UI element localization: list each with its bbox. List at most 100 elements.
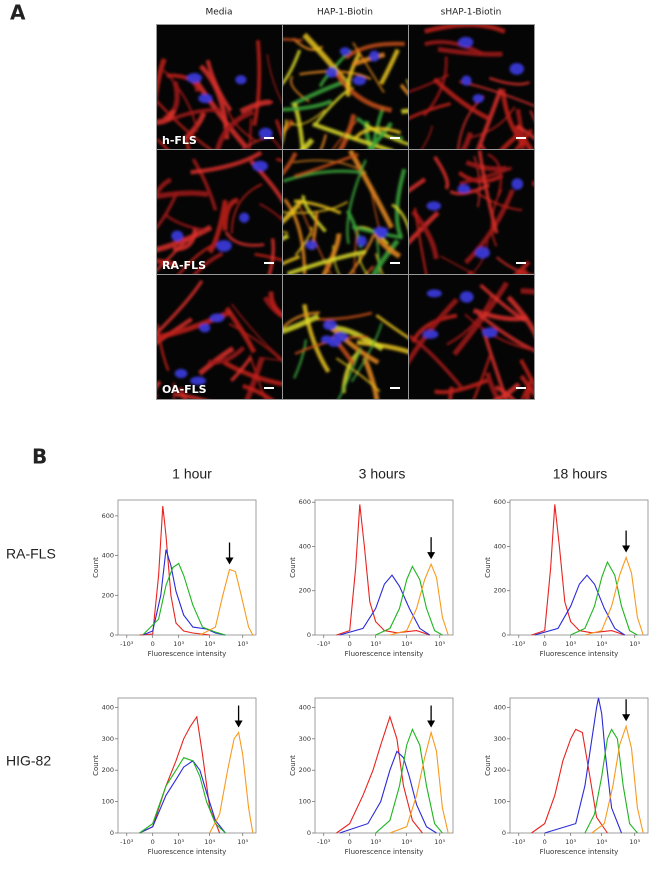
fiber xyxy=(472,355,492,399)
y-tick-label: 100 xyxy=(494,798,506,806)
nucleus xyxy=(190,376,207,386)
fiber xyxy=(515,108,525,149)
fiber xyxy=(477,312,534,353)
fiber xyxy=(191,158,218,211)
fiber xyxy=(470,238,489,274)
fiber xyxy=(409,210,440,246)
nucleus xyxy=(198,93,213,104)
histograms: 0 200 400 600 -10³ 0 10³ 10⁴ 10⁵ Fluorescence int… xyxy=(92,498,649,856)
scale-bar xyxy=(390,137,400,139)
y-tick-label: 400 xyxy=(299,542,311,550)
nucleus xyxy=(216,240,232,252)
x-tick-label: 0 xyxy=(348,640,352,648)
fiber xyxy=(448,386,454,399)
nucleus xyxy=(171,230,184,242)
fiber xyxy=(499,134,518,149)
histogram-line xyxy=(139,505,210,636)
fiber xyxy=(157,323,170,372)
y-axis-label: Count xyxy=(484,755,492,776)
fiber xyxy=(177,386,188,399)
column-header: sHAP-1-Biotin xyxy=(441,8,502,18)
fiber xyxy=(190,150,263,175)
fiber xyxy=(459,166,513,186)
histogram: 0 200 400 600 -10³ 0 10³ 10⁴ 10⁵ Fluorescence int… xyxy=(289,498,454,658)
fiber xyxy=(293,339,308,379)
histogram: 0 200 400 600 -10³ 0 10³ 10⁴ 10⁵ Fluorescence int… xyxy=(92,499,257,658)
fiber xyxy=(344,41,405,60)
nucleus xyxy=(328,338,341,347)
fiber xyxy=(413,207,428,274)
fiber xyxy=(198,346,235,376)
fiber xyxy=(513,260,531,274)
arrow-head xyxy=(427,552,436,560)
y-axis-label: Count xyxy=(289,557,297,578)
nucleus xyxy=(258,127,273,140)
fiber xyxy=(283,119,295,135)
histogram-line xyxy=(389,562,449,636)
histogram: 0 100 200 300 400 -10³ 0 10³ 10⁴ 10⁵ Fluorescence … xyxy=(92,697,257,856)
nucleus xyxy=(457,184,471,194)
scale-bar xyxy=(264,262,274,264)
fiber xyxy=(230,356,253,382)
histogram-line xyxy=(142,562,226,636)
fiber xyxy=(266,54,282,104)
fiber xyxy=(464,313,534,352)
fiber xyxy=(184,137,191,149)
y-tick-label: 400 xyxy=(102,552,114,560)
fiber xyxy=(283,99,333,112)
fiber xyxy=(337,347,363,399)
nucleus xyxy=(509,63,524,75)
y-axis-label: Count xyxy=(484,557,492,578)
fiber xyxy=(228,323,282,363)
histogram-line xyxy=(199,568,254,636)
y-tick-label: 200 xyxy=(299,587,311,595)
arrow-head xyxy=(427,720,436,728)
row-header: RA-FLS xyxy=(6,546,56,562)
fiber xyxy=(230,183,263,234)
histogram-line xyxy=(339,574,431,636)
histogram-line xyxy=(139,757,226,834)
fiber xyxy=(375,314,408,340)
nucleus xyxy=(373,226,388,236)
panel-label: A xyxy=(10,1,26,25)
arrow-head xyxy=(622,545,631,553)
x-tick-label: 0 xyxy=(543,640,547,648)
fiber xyxy=(157,237,189,272)
fiber xyxy=(192,251,224,274)
fiber xyxy=(157,109,177,125)
nucleus xyxy=(481,327,498,338)
x-tick-label: 10³ xyxy=(370,640,381,648)
column-header: 1 hour xyxy=(172,466,212,482)
fiber xyxy=(358,254,368,274)
tile-label: OA-FLS xyxy=(162,383,207,396)
fiber xyxy=(283,169,367,183)
nucleus xyxy=(305,240,318,250)
y-tick-label: 200 xyxy=(102,766,114,774)
nucleus xyxy=(356,235,367,247)
cells xyxy=(409,281,534,399)
nucleus xyxy=(174,368,188,379)
cells xyxy=(157,40,282,149)
plot-frame xyxy=(117,499,257,636)
fiber xyxy=(283,119,288,144)
histogram-line xyxy=(531,504,625,636)
fiber xyxy=(294,199,342,215)
y-tick-label: 400 xyxy=(299,703,311,711)
micrograph xyxy=(283,25,408,149)
fiber xyxy=(157,100,213,149)
fiber xyxy=(258,202,282,222)
fiber xyxy=(353,229,358,274)
cells xyxy=(409,150,534,274)
fiber xyxy=(242,136,268,149)
fiber xyxy=(460,131,473,149)
x-tick-label: 10⁵ xyxy=(434,640,445,648)
fiber xyxy=(519,358,534,390)
nucleus xyxy=(352,75,367,86)
histogram-line xyxy=(389,730,449,834)
histogram: 0 200 400 600 -10³ 0 10³ 10⁴ 10⁵ Fluorescence int… xyxy=(484,498,649,658)
fiber xyxy=(157,177,173,198)
fiber xyxy=(294,152,359,178)
x-tick-label: 10⁴ xyxy=(204,640,215,648)
fiber xyxy=(473,155,481,208)
